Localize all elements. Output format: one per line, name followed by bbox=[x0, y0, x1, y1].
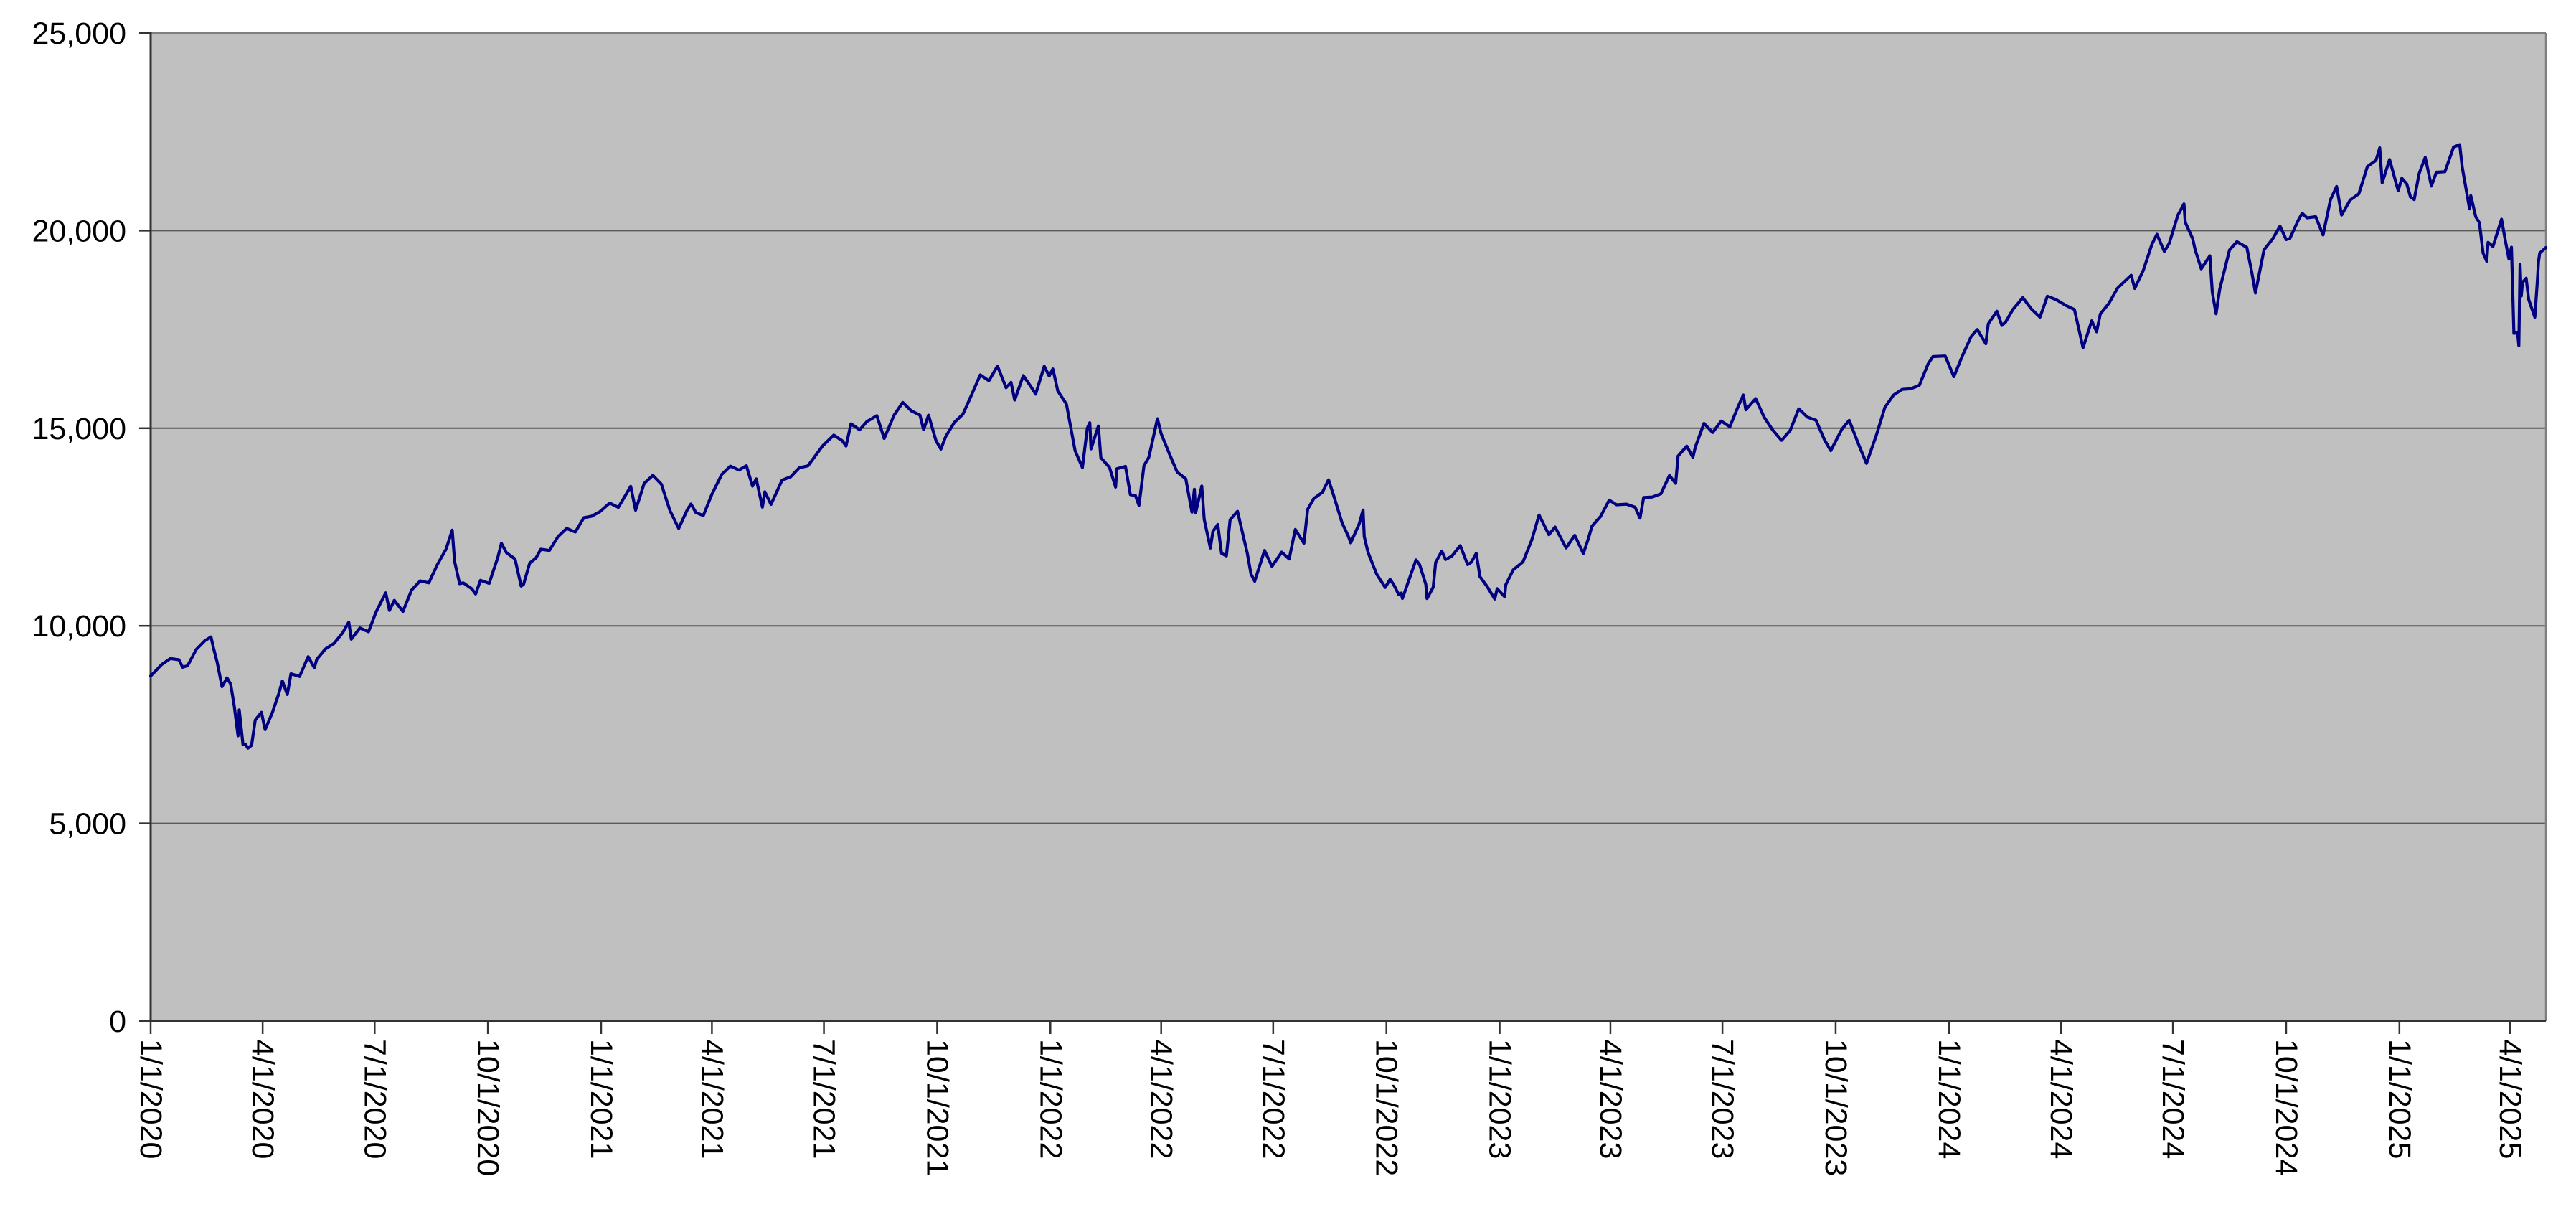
x-axis-label: 4/1/2023 bbox=[1593, 1039, 1628, 1159]
x-axis-label: 10/1/2022 bbox=[1369, 1039, 1404, 1176]
x-axis-label: 7/1/2021 bbox=[807, 1039, 841, 1159]
x-axis-label: 4/1/2020 bbox=[245, 1039, 280, 1159]
y-axis-label: 5,000 bbox=[49, 807, 126, 842]
price-line bbox=[148, 143, 2548, 750]
x-axis-label: 4/1/2025 bbox=[2493, 1039, 2527, 1159]
y-axis-label: 10,000 bbox=[32, 609, 126, 644]
x-axis-label: 10/1/2021 bbox=[920, 1039, 954, 1176]
x-axis-label: 1/1/2020 bbox=[133, 1039, 168, 1159]
plot-area bbox=[151, 33, 2546, 1021]
x-axis-label: 4/1/2024 bbox=[2044, 1039, 2078, 1159]
x-axis-label: 7/1/2024 bbox=[2156, 1039, 2190, 1159]
x-axis-label: 1/1/2024 bbox=[1932, 1039, 1966, 1159]
y-axis-label: 15,000 bbox=[32, 412, 126, 446]
x-axis-label: 4/1/2021 bbox=[694, 1039, 729, 1159]
x-axis-label: 1/1/2021 bbox=[584, 1039, 618, 1159]
x-axis-label: 1/1/2023 bbox=[1483, 1039, 1517, 1159]
x-axis-label: 7/1/2022 bbox=[1256, 1039, 1291, 1159]
y-axis-label: 20,000 bbox=[32, 214, 126, 248]
x-axis-label: 7/1/2020 bbox=[357, 1039, 392, 1159]
x-axis-label: 10/1/2020 bbox=[471, 1039, 505, 1176]
y-axis-label: 0 bbox=[109, 1005, 126, 1039]
x-axis-label: 10/1/2023 bbox=[1818, 1039, 1853, 1176]
x-axis-label: 1/1/2022 bbox=[1033, 1039, 1067, 1159]
y-axis-label: 25,000 bbox=[32, 17, 126, 51]
x-axis-label: 10/1/2024 bbox=[2269, 1039, 2303, 1176]
x-axis-label: 4/1/2022 bbox=[1144, 1039, 1179, 1159]
x-axis-label: 7/1/2023 bbox=[1705, 1039, 1740, 1159]
x-axis-label: 1/1/2025 bbox=[2382, 1039, 2417, 1159]
